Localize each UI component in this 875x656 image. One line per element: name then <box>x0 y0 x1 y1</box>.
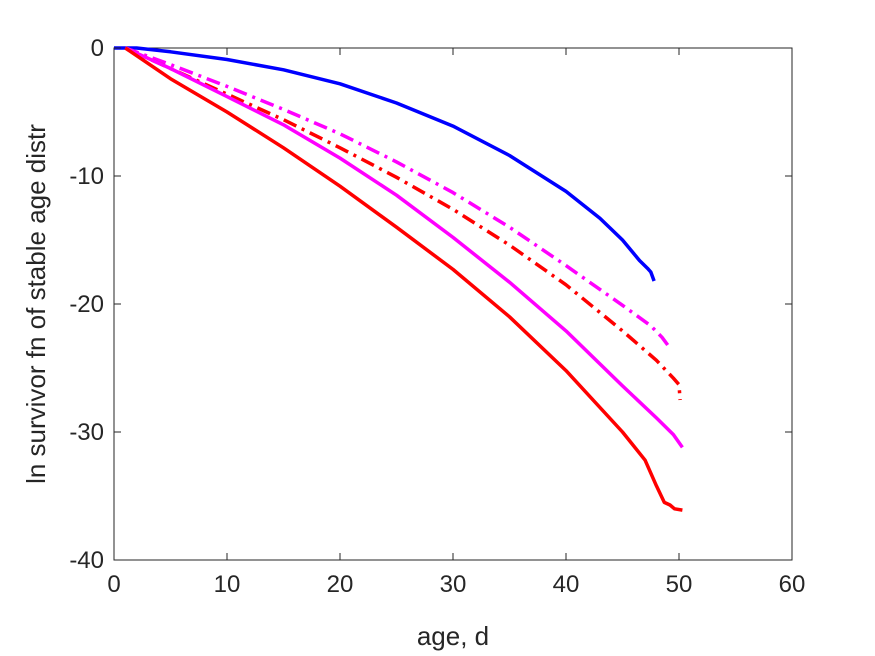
y-tick-label: -10 <box>69 163 104 190</box>
x-axis-label: age, d <box>417 621 489 651</box>
series-line-4 <box>124 46 684 449</box>
x-tick-label: 30 <box>440 571 467 598</box>
y-tick-label: 0 <box>91 35 104 62</box>
y-tick-label: -30 <box>69 419 104 446</box>
series-line-3 <box>124 46 682 401</box>
series-line-5 <box>124 46 683 512</box>
x-tick-label: 0 <box>107 571 120 598</box>
x-tick-label: 40 <box>553 571 580 598</box>
x-tick-label: 20 <box>327 571 354 598</box>
series-line-2 <box>124 46 670 347</box>
tick-layer: 0 10 20 30 40 50 60 -40 -30 -20 -10 0 <box>69 35 805 598</box>
y-tick-label: -20 <box>69 291 104 318</box>
x-tick-label: 50 <box>666 571 693 598</box>
y-axis-label: ln survivor fn of stable age distr <box>21 124 51 484</box>
series-layer <box>114 46 684 512</box>
y-tick-label: -40 <box>69 547 104 574</box>
x-tick-label: 10 <box>214 571 241 598</box>
series-line-1 <box>114 46 656 282</box>
x-tick-label: 60 <box>779 571 806 598</box>
